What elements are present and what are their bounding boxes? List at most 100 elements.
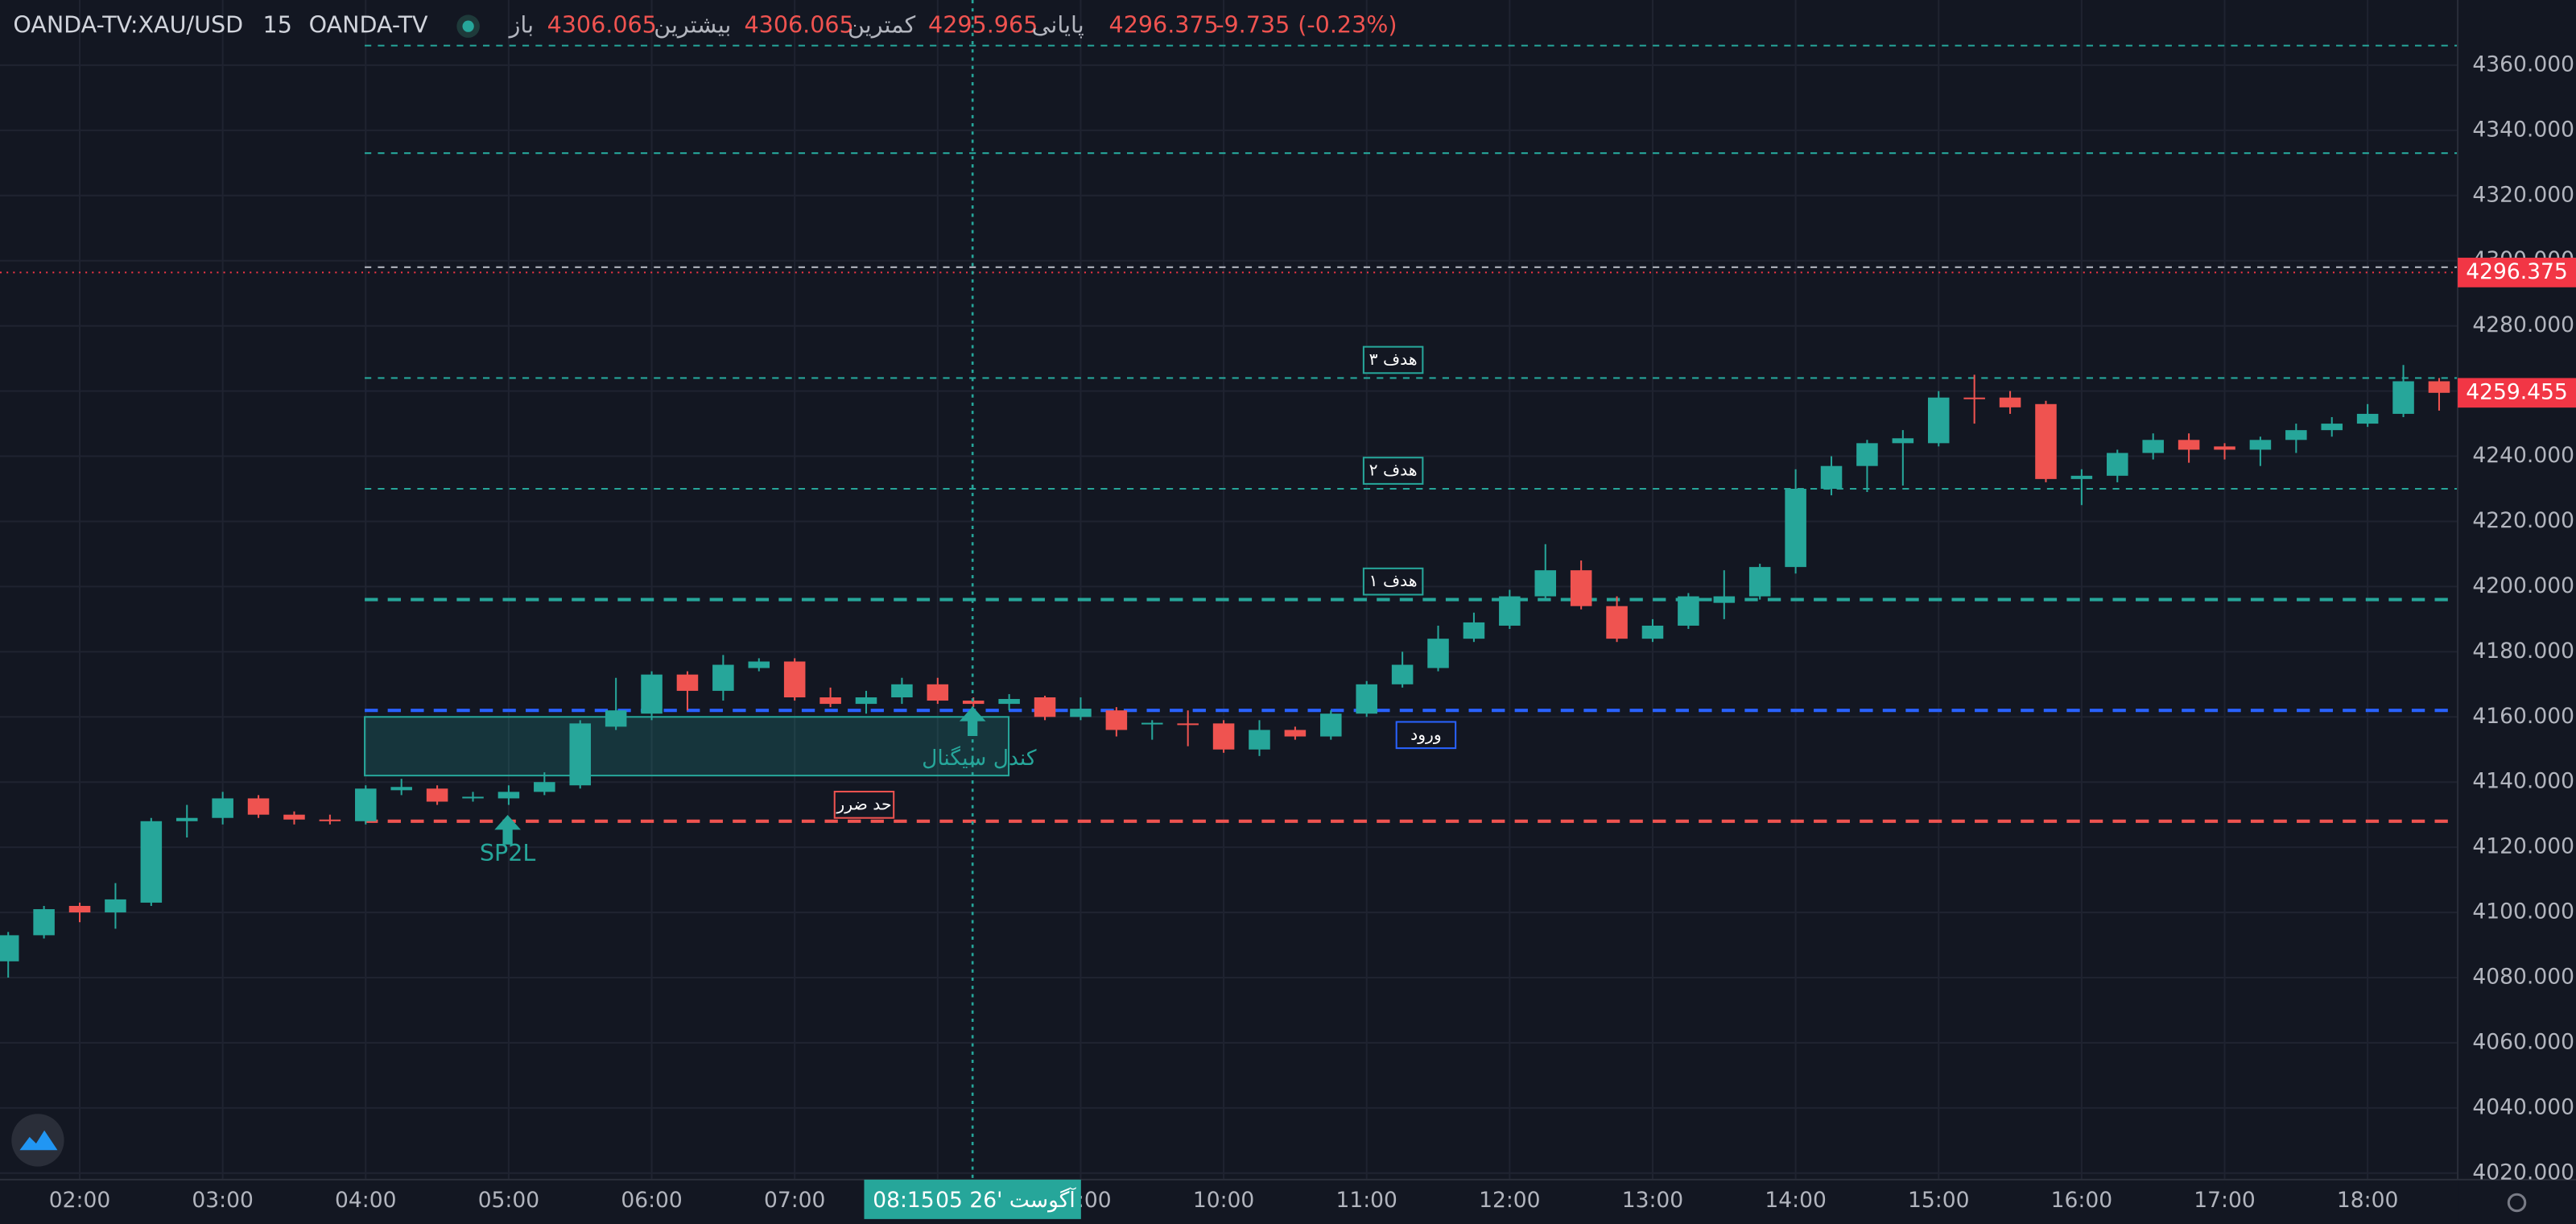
candle-body [212,798,233,818]
candle-body [2070,475,2093,479]
field-value: 4306.065 [744,11,853,39]
candle-body [1785,489,1806,568]
candle-body [1105,710,1128,730]
price-label: 4296.375 [2466,259,2568,284]
x-tick-label: 12:00 [1479,1188,1540,1213]
x-tick-label: 10:00 [1193,1188,1254,1213]
level-label-box [1395,721,1457,750]
field-label: باز [508,11,534,39]
candle-body [998,699,1020,705]
logo[interactable] [11,1114,64,1167]
candle-body [1999,397,2021,407]
settings[interactable] [2507,1193,2527,1213]
axes: 4020.000 4040.000 4060.000 4080.000 4100.000… [49,52,2576,1213]
candle-body [712,664,734,691]
candle-body [641,674,663,714]
signal-zone-label: کندل سیگنال [922,746,1037,771]
x-tick-label: 03:00 [192,1188,253,1213]
candle-body [927,684,949,701]
x-tick-label: 04:00 [335,1188,396,1213]
candle-body [1284,730,1307,737]
candle-body [1034,697,1056,717]
candle-body [1427,639,1449,668]
candle-body [962,701,985,705]
field-value: 4306.065 [547,11,657,39]
status-dot [462,20,474,32]
level-label: هدف ۲ [1369,461,1418,480]
y-tick-label: 4200.000 [2472,573,2574,598]
candle-body [497,792,520,799]
candle-body [2356,413,2379,424]
settings-icon[interactable] [2507,1193,2527,1213]
candle-body [247,798,270,815]
y-tick-label: 4280.000 [2472,312,2574,337]
price-label-bg [2458,378,2576,408]
candle-body [2035,403,2057,479]
y-tick-label: 4220.000 [2472,508,2574,533]
candle-body [175,817,198,821]
candle-body [1320,713,1342,737]
signal-arrow [959,706,986,737]
candle-body [1641,625,1664,639]
signal-label: SP2L [480,839,536,866]
candle-body [1606,606,1628,639]
y-tick-label: 4060.000 [2472,1029,2574,1054]
level-label-box [1362,457,1424,485]
candle-body [534,782,555,792]
candle-body [1177,723,1199,726]
change: -9.735 [1216,11,1290,39]
signal-zone [364,716,1010,777]
y-tick-label: 4360.000 [2472,52,2574,76]
y-tick-label: 4100.000 [2472,899,2574,924]
candle-body [1463,622,1485,639]
candle-body [2214,446,2235,450]
candle-body [426,788,448,802]
signal-arrow [494,814,521,845]
y-tick-label: 4080.000 [2472,965,2574,990]
symbol: OANDA-TV:XAU/USD [13,11,243,39]
x-tick-label: 05:00 [478,1188,539,1213]
overlay: SP2L [480,0,986,1180]
candle-body [2249,440,2272,450]
logo-icon[interactable] [19,1130,58,1151]
logo-circle[interactable] [11,1114,64,1167]
candle-body [1678,596,1699,626]
price-label-bg [2458,258,2576,287]
level-label: حد ضرر [836,794,891,813]
candle-body [855,697,877,705]
candle-body [1356,684,1377,714]
field-label: بیشترین [654,11,731,39]
field-label: کمترین [848,11,916,39]
level-label-box [833,791,895,819]
candle-body [819,697,841,705]
candle-body [2285,430,2307,440]
candle-body [1070,709,1092,717]
candle-body [1570,570,1592,606]
candle-body [140,821,163,903]
candle-body [1499,596,1521,626]
candle-body [2142,440,2164,453]
interval: 15 [263,11,292,39]
candle-body [2107,453,2128,476]
field-value: 4295.965 [928,11,1038,39]
candle-body [462,796,484,799]
candle-body [105,899,126,913]
field-value: 4296.375 [1109,11,1219,39]
candle-body [1391,664,1414,684]
x-tick-label: 16:00 [2051,1188,2112,1213]
level-label-box [1362,567,1424,596]
candle-body [0,935,19,961]
x-tick-label: 11:00 [1335,1188,1397,1213]
header: OANDA-TV:XAU/USD 15 OANDA-TV باز 4306.065… [13,11,1397,39]
candle-body [1856,443,1878,466]
y-tick-label: 4240.000 [2472,443,2574,468]
y-tick-label: 4140.000 [2472,769,2574,794]
price-label: 4259.455 [2466,379,2568,404]
candle-body [605,710,627,727]
candle-body [1892,438,1914,444]
candle-body [676,674,699,691]
candle-body [1927,397,1950,444]
candle-body [2178,440,2200,450]
